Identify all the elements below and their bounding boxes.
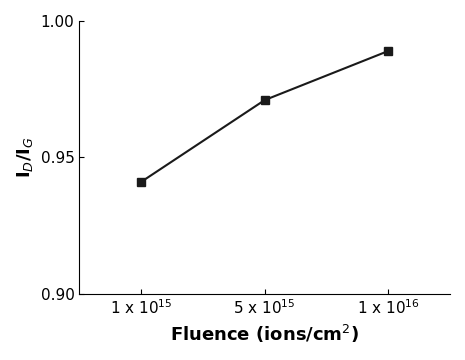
X-axis label: Fluence (ions/cm$^2$): Fluence (ions/cm$^2$) — [170, 323, 359, 345]
Y-axis label: I$_D$/I$_G$: I$_D$/I$_G$ — [15, 136, 35, 178]
